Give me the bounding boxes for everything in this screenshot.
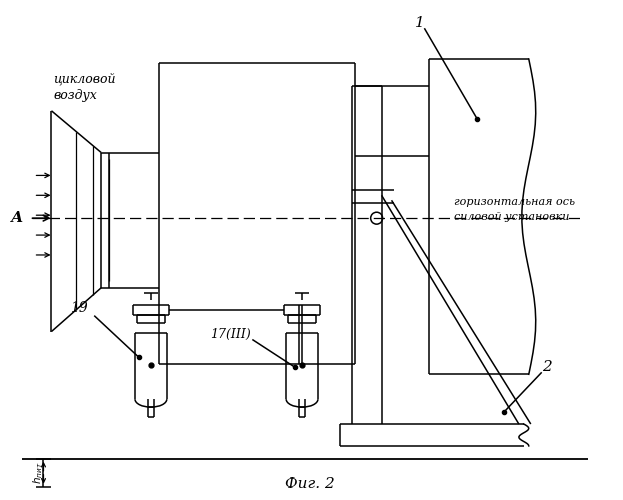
Text: $h_{пит}$: $h_{пит}$: [32, 462, 45, 484]
Text: цикловой: цикловой: [54, 72, 116, 86]
Text: 17(III): 17(III): [210, 328, 251, 341]
Text: А: А: [11, 211, 24, 225]
Text: воздух: воздух: [54, 90, 97, 102]
Text: горизонтальная ось: горизонтальная ось: [454, 198, 575, 207]
Text: 1: 1: [414, 16, 424, 30]
Text: 2: 2: [542, 360, 551, 374]
Text: Фиг. 2: Фиг. 2: [285, 476, 335, 490]
Text: силовой установки: силовой установки: [454, 212, 569, 222]
Text: 19: 19: [70, 300, 88, 314]
